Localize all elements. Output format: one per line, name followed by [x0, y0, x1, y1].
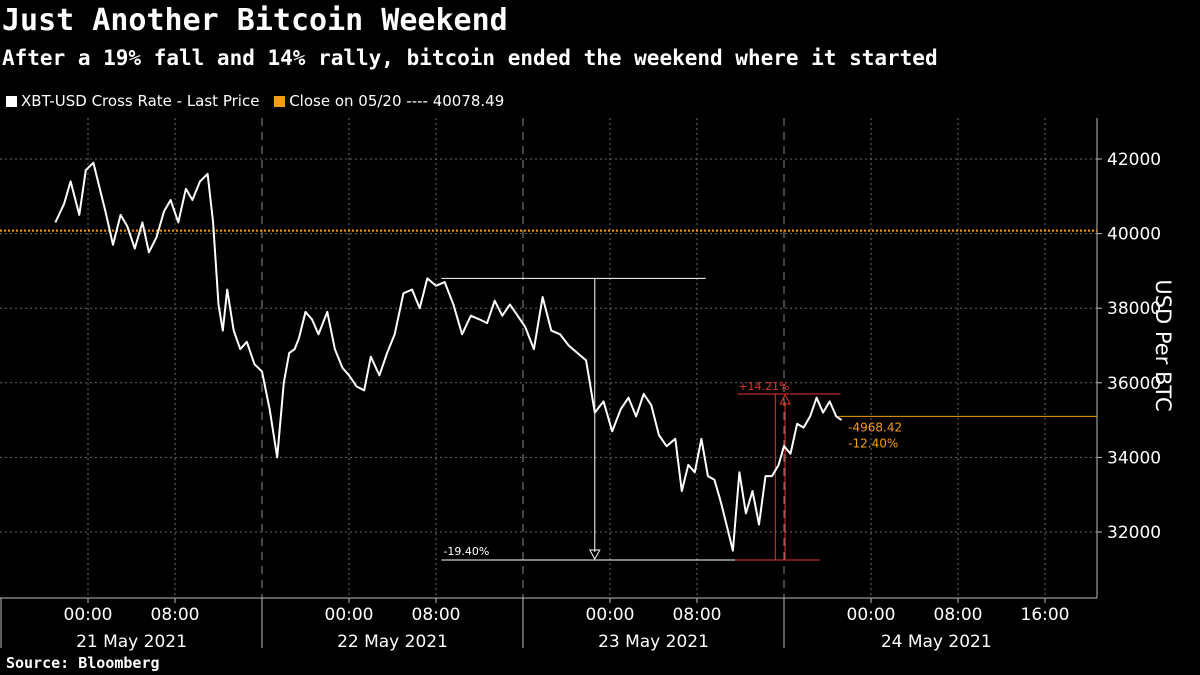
x-tick-label: 00:00	[325, 605, 374, 625]
legend-item-close: Close on 05/20 ---- 40078.49	[274, 92, 504, 110]
x-day-label: 22 May 2021	[337, 632, 448, 652]
y-axis: 32000 34000 36000 38000 40000 42000 USD Per BT…	[1097, 150, 1175, 543]
legend: XBT-USD Cross Rate - Last Price Close on…	[6, 92, 514, 111]
x-tick-label: 08:00	[412, 605, 461, 625]
x-axis: 00:00 08:00 00:00 08:00 00:00 08:00 00:00 08:00…	[0, 598, 1070, 652]
x-tick-label: 08:00	[934, 605, 983, 625]
annotations: -19.40% +14.21% -4968.42 -12.40%	[441, 277, 1097, 561]
y-tick-label: 40000	[1107, 225, 1161, 245]
y-tick-label: 38000	[1107, 299, 1161, 319]
annotation-label-diff-pct: -12.40%	[848, 436, 898, 450]
legend-swatch-series	[6, 95, 17, 107]
legend-label-close: Close on 05/20 ---- 40078.49	[289, 92, 505, 110]
y-tick-label: 42000	[1107, 150, 1161, 170]
x-tick-label: 16:00	[1021, 605, 1070, 625]
x-day-label: 24 May 2021	[881, 632, 992, 652]
y-tick-label: 36000	[1107, 374, 1161, 394]
x-tick-label: 08:00	[673, 605, 722, 625]
y-tick-label: 32000	[1107, 523, 1161, 543]
y-axis-title: USD Per BTC	[1151, 279, 1175, 411]
x-tick-label: 00:00	[64, 605, 113, 625]
chart-subtitle: After a 19% fall and 14% rally, bitcoin …	[2, 46, 938, 70]
series-line-group	[54, 161, 843, 552]
x-day-label: 21 May 2021	[76, 632, 187, 652]
annotation-label-rally: +14.21%	[738, 380, 789, 393]
legend-item-series: XBT-USD Cross Rate - Last Price	[6, 92, 259, 110]
x-tick-label: 08:00	[151, 605, 200, 625]
source-note: Source: Bloomberg	[6, 654, 160, 672]
x-day-label: 23 May 2021	[598, 632, 709, 652]
annotation-drop-arrowhead	[588, 549, 601, 561]
price-chart: -19.40% +14.21% -4968.42 -12.40% 32000 34000…	[0, 118, 1175, 652]
legend-swatch-close	[274, 95, 286, 107]
annotation-label-diff: -4968.42	[848, 420, 902, 434]
annotation-label-drop: -19.40%	[443, 545, 489, 558]
legend-label-series: XBT-USD Cross Rate - Last Price	[21, 92, 260, 110]
y-tick-label: 34000	[1107, 448, 1161, 468]
series-line-xbt-usd	[54, 161, 843, 552]
grid	[0, 118, 1098, 599]
chart-title: Just Another Bitcoin Weekend	[2, 3, 508, 38]
annotation-rally-arrowhead	[779, 393, 791, 405]
x-tick-label: 00:00	[586, 605, 635, 625]
x-tick-label: 00:00	[847, 605, 896, 625]
